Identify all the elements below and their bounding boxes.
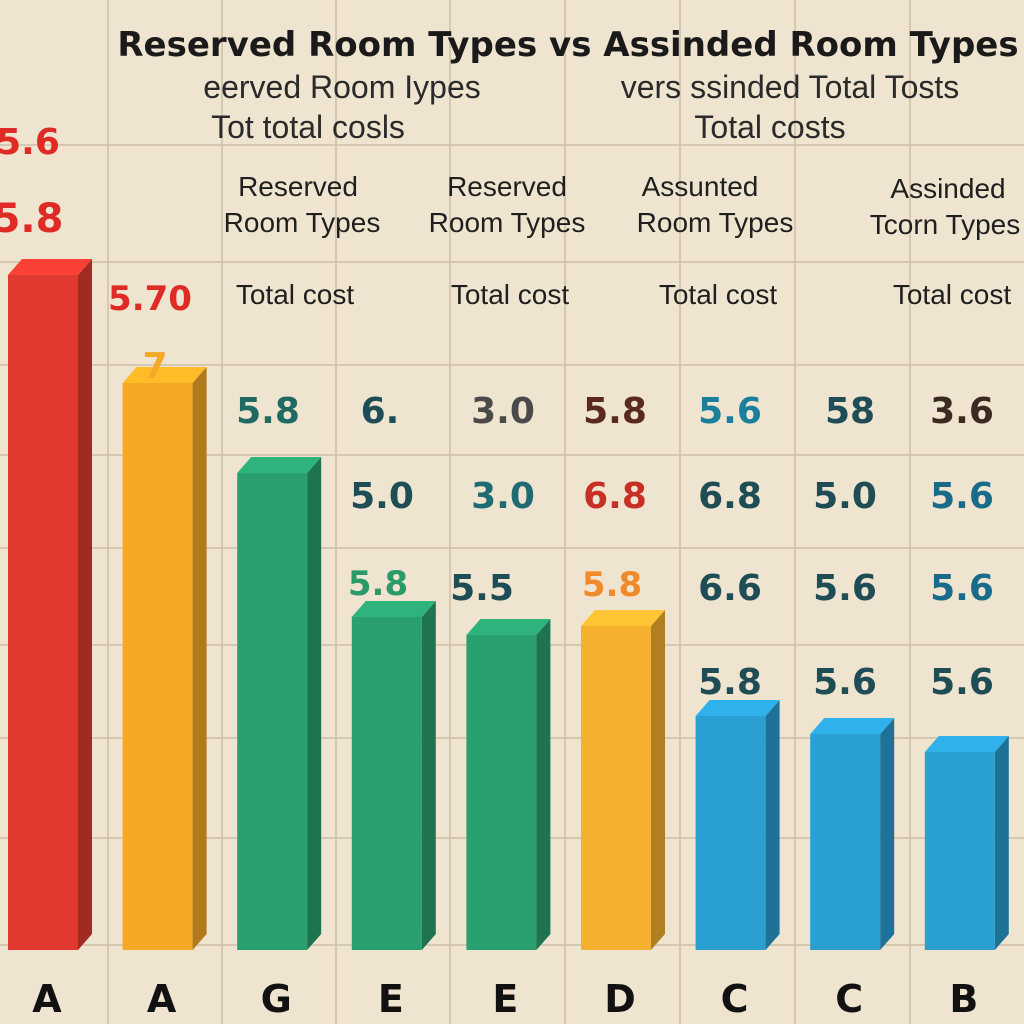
category-label: C [835,977,863,1021]
table-cell-value: 6.6 [698,568,762,609]
bar-side [994,736,1009,950]
bar-front [237,473,308,950]
bar-value-label: 5.8 [582,565,642,605]
bar [8,259,92,950]
bar [924,736,1009,950]
column-subheader-1: Total cost [236,279,354,310]
category-label: D [604,977,636,1021]
chart-subtitle-3: Tot total cosls [211,109,405,145]
bar-side [421,601,436,950]
column-header-3-line-1: Assunted [642,171,759,202]
category-label: G [261,977,292,1021]
bar-value-label: 7 [142,346,167,387]
table-cell-value: 3.0 [471,391,535,432]
table-cell-value: 5.6 [813,568,877,609]
chart-subtitle-1: eerved Room Iypes [203,69,480,105]
bar-front [466,635,537,950]
column-subheader-2: Total cost [451,279,569,310]
bar [695,700,780,950]
column-header-2-line-1: Reserved [447,171,567,202]
bar-side [765,700,780,950]
bar [122,367,207,950]
bar-top [810,718,895,734]
table-cell-value: 6.8 [583,476,647,517]
table-cell-value: 5.0 [350,476,414,517]
bar-side [536,619,551,950]
category-label: E [378,977,404,1021]
bar-value-label: 5.70 [108,279,192,319]
bar-side [192,367,207,950]
table-cell-value: 5.5 [450,568,514,609]
bar [581,610,665,950]
table-cell-value: 5.0 [813,476,877,517]
column-header-4-line-2: Tcorn Types [870,209,1020,240]
table-cell-value: 5.6 [813,662,877,703]
bar-top [237,457,322,473]
bar-front [8,275,78,950]
chart-title: Reserved Room Types vs Assinded Room Typ… [117,25,1018,65]
bar-top [8,259,92,275]
table-cell-value: 5.6 [930,476,994,517]
bar-labels: 5.6 5.8 5.70 7 5.8 5.8 [0,122,642,605]
table-cell-value: 5.6 [930,662,994,703]
column-header-3-line-2: Room Types [637,207,794,238]
bar-value-label: 5.6 [0,122,60,163]
bar-value-label: 5.8 [0,196,63,242]
bar [810,718,895,950]
bar-top [581,610,665,626]
chart-subtitle-2: vers ssinded Total Tosts [621,69,960,105]
bar [237,457,322,950]
table-cell-value: 6. [361,391,400,432]
table-cell-value: 5.8 [236,391,300,432]
bar-front [351,617,422,950]
chart-subtitle-4: Total costs [694,109,845,145]
bar-front [122,383,193,950]
table-cell-value: 58 [825,391,875,432]
column-header-2-line-2: Room Types [429,207,586,238]
bar-top [466,619,551,635]
bar-front [924,752,995,950]
category-label: E [492,977,518,1021]
bar-side [651,610,665,950]
table-cell-value: 5.8 [698,662,762,703]
category-label: C [721,977,749,1021]
bar-front [810,734,881,950]
bar-side [880,718,895,950]
table-cell-value: 5.6 [698,391,762,432]
bar-side [78,259,92,950]
bar-side [307,457,322,950]
table-cell-value: 5.6 [930,568,994,609]
category-label: A [32,977,62,1021]
bars [8,259,1009,950]
bar [351,601,436,950]
column-header-1-line-1: Reserved [238,171,358,202]
column-subheader-3: Total cost [659,279,777,310]
column-subheader-4: Total cost [893,279,1011,310]
category-label: B [949,977,978,1021]
bar [466,619,551,950]
bar-front [581,626,651,950]
table-cell-value: 3.0 [471,476,535,517]
bar-top [695,700,780,716]
bar-top [122,367,207,383]
table-cell-value: 5.8 [583,391,647,432]
table-cell-value: 3.6 [930,391,994,432]
column-header-4-line-1: Assinded [890,173,1005,204]
value-table: 5.8 6. 3.0 5.8 5.6 58 3.6 5.0 3.0 6.8 6.8 5.0 5.6 5.5… [236,391,994,703]
column-header-1-line-2: Room Types [224,207,381,238]
bar-top [351,601,436,617]
bar-value-label: 5.8 [348,564,408,604]
category-label: A [147,977,177,1021]
bar-top [924,736,1009,752]
table-cell-value: 6.8 [698,476,762,517]
bar-front [695,716,766,950]
